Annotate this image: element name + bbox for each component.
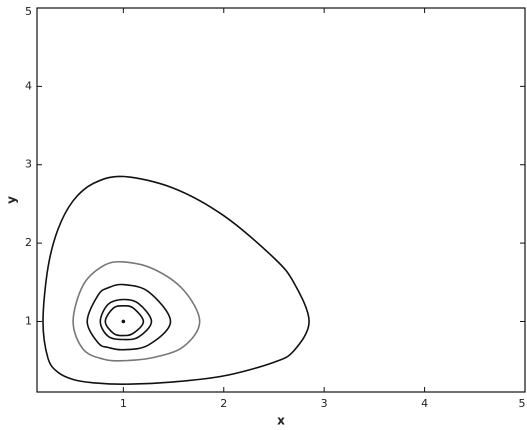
plot-frame [36,7,526,393]
x-tick-label: 2 [220,397,227,410]
y-tick-label: 1 [25,314,32,327]
orbit [99,298,153,341]
y-tick-label: 5 [25,5,32,18]
y-axis-label: y [5,196,19,204]
y-tick-label: 4 [25,79,32,92]
x-tick-label: 1 [120,397,127,410]
orbit [86,283,172,351]
x-tick-label: 4 [421,397,428,410]
equilibrium-point [121,319,126,324]
orbit [42,175,310,386]
x-axis-label: x [277,414,285,428]
orbit [72,260,201,362]
y-tick-label: 2 [25,236,32,249]
x-tick-label: 3 [321,397,328,410]
y-tick-label: 3 [25,158,32,171]
x-tick-label: 5 [519,397,526,410]
orbit [104,304,145,337]
